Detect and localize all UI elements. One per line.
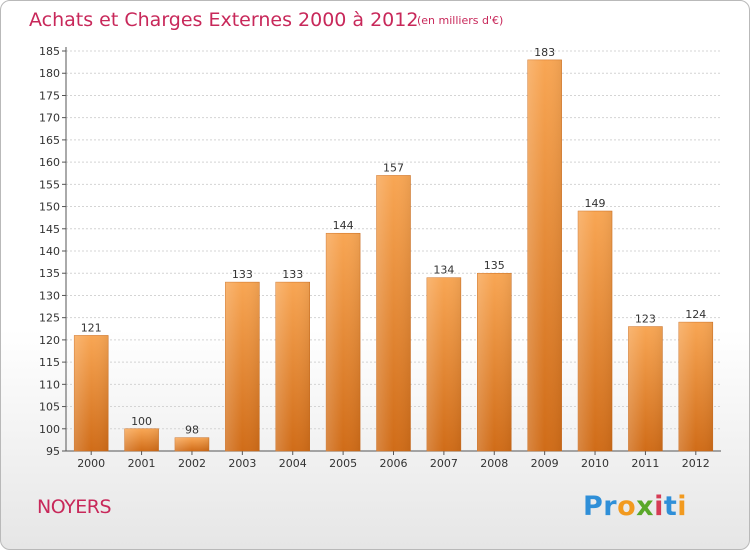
bar-shine bbox=[477, 273, 512, 451]
bar-shine bbox=[628, 326, 663, 451]
bar-value-label: 100 bbox=[131, 415, 152, 428]
logo-part: i bbox=[654, 491, 664, 522]
bar-shine bbox=[124, 428, 159, 451]
proxiti-logo[interactable]: Proxiti bbox=[583, 491, 687, 522]
x-tick-label: 2005 bbox=[329, 457, 357, 470]
y-tick-label: 175 bbox=[39, 89, 60, 102]
bar-shine bbox=[578, 211, 613, 451]
logo-part: t bbox=[663, 491, 678, 522]
bar-value-label: 149 bbox=[585, 197, 606, 210]
y-tick-label: 135 bbox=[39, 267, 60, 280]
y-tick-label: 115 bbox=[39, 356, 60, 369]
y-tick-label: 150 bbox=[39, 201, 60, 214]
y-tick-label: 125 bbox=[39, 312, 60, 325]
bar-value-label: 157 bbox=[383, 161, 404, 174]
x-tick-label: 2007 bbox=[430, 457, 458, 470]
bar-value-label: 133 bbox=[282, 268, 303, 281]
bar-value-label: 144 bbox=[333, 219, 354, 232]
bar-value-label: 123 bbox=[635, 313, 656, 326]
x-tick-label: 2012 bbox=[682, 457, 710, 470]
chart-title: Achats et Charges Externes 2000 à 2012 bbox=[29, 9, 419, 31]
logo-part: o bbox=[617, 491, 637, 522]
logo-part: i bbox=[677, 491, 688, 522]
x-tick-label: 2000 bbox=[77, 457, 105, 470]
bar-shine bbox=[275, 282, 310, 451]
logo-part: x bbox=[636, 491, 655, 522]
bar-value-label: 124 bbox=[685, 308, 706, 321]
y-tick-label: 95 bbox=[46, 445, 60, 458]
x-tick-label: 2002 bbox=[178, 457, 206, 470]
y-tick-label: 110 bbox=[39, 378, 60, 391]
bar-shine bbox=[678, 322, 713, 451]
bar-value-label: 134 bbox=[433, 264, 454, 277]
bar-value-label: 98 bbox=[185, 424, 199, 437]
y-tick-label: 100 bbox=[39, 423, 60, 436]
bar-value-label: 183 bbox=[534, 46, 555, 59]
x-tick-label: 2010 bbox=[581, 457, 609, 470]
bar-shine bbox=[527, 59, 562, 452]
y-tick-label: 130 bbox=[39, 289, 60, 302]
chart-subtitle: (en milliers d'€) bbox=[417, 14, 504, 27]
x-tick-label: 2011 bbox=[631, 457, 659, 470]
bar-value-label: 135 bbox=[484, 259, 505, 272]
bar-shine bbox=[225, 282, 260, 451]
y-tick-label: 170 bbox=[39, 112, 60, 125]
x-tick-label: 2009 bbox=[531, 457, 559, 470]
y-tick-label: 120 bbox=[39, 334, 60, 347]
bar-value-label: 133 bbox=[232, 268, 253, 281]
bar-shine bbox=[326, 233, 361, 451]
y-tick-label: 145 bbox=[39, 223, 60, 236]
x-tick-label: 2008 bbox=[480, 457, 508, 470]
y-tick-label: 185 bbox=[39, 45, 60, 58]
x-tick-label: 2001 bbox=[128, 457, 156, 470]
y-tick-label: 140 bbox=[39, 245, 60, 258]
town-name: NOYERS bbox=[37, 496, 112, 518]
y-tick-label: 165 bbox=[39, 134, 60, 147]
bar-shine bbox=[376, 175, 411, 451]
y-tick-label: 155 bbox=[39, 178, 60, 191]
logo-part: Pr bbox=[583, 491, 618, 522]
bar-shine bbox=[174, 437, 209, 451]
y-tick-label: 105 bbox=[39, 401, 60, 414]
labels: 95 100 105 110 115 120 125 130 135 140 145 150 155 16… bbox=[39, 45, 710, 470]
bar-shine bbox=[74, 335, 109, 451]
bars bbox=[73, 59, 714, 452]
x-tick-label: 2006 bbox=[380, 457, 408, 470]
y-tick-label: 160 bbox=[39, 156, 60, 169]
x-tick-label: 2003 bbox=[228, 457, 256, 470]
bar-shine bbox=[426, 277, 461, 451]
y-tick-label: 180 bbox=[39, 67, 60, 80]
x-tick-label: 2004 bbox=[279, 457, 307, 470]
bar-value-label: 121 bbox=[81, 321, 102, 334]
